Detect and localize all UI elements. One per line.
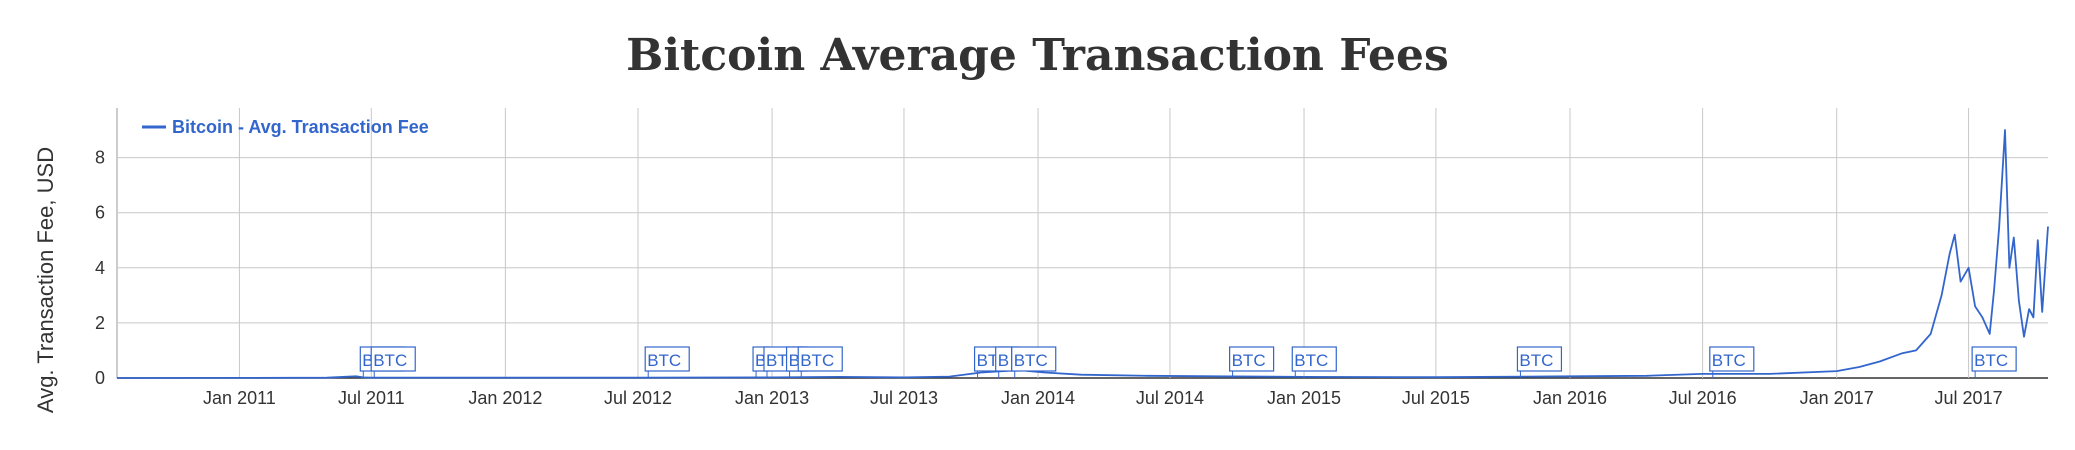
x-tick-label: Jul 2013 bbox=[870, 388, 938, 408]
x-tick-label: Jan 2012 bbox=[468, 388, 542, 408]
y-tick-label: 8 bbox=[95, 148, 105, 168]
series-line bbox=[116, 129, 2049, 379]
flag-label: BTC bbox=[1014, 351, 1048, 370]
flag-label: BTC bbox=[1974, 351, 2008, 370]
flag-box bbox=[1011, 346, 1057, 372]
annotation-flag[interactable]: BTC bbox=[1291, 346, 1337, 378]
annotation-flag[interactable]: BTC bbox=[1516, 346, 1563, 378]
flag-box bbox=[1709, 346, 1755, 372]
flag-box bbox=[1971, 346, 2017, 372]
x-tick-label: Jul 2011 bbox=[338, 388, 405, 408]
legend-label: Bitcoin - Avg. Transaction Fee bbox=[172, 117, 429, 137]
flag-label: BTC bbox=[1232, 351, 1266, 370]
annotation-flag[interactable]: BTC bbox=[370, 346, 416, 378]
flag-label: BTC bbox=[1519, 351, 1553, 370]
series bbox=[116, 129, 2049, 379]
flag-label: BTC bbox=[800, 351, 834, 370]
legend[interactable]: Bitcoin - Avg. Transaction Fee bbox=[142, 117, 429, 137]
y-tick-label: 4 bbox=[95, 258, 105, 278]
y-tick-label: 2 bbox=[95, 313, 105, 333]
y-axis-ticks: 0 2 4 6 8 bbox=[95, 148, 105, 388]
flag-label: B bbox=[755, 351, 766, 370]
annotation-flag[interactable]: BTC bbox=[1229, 346, 1275, 378]
flag-label: BTC bbox=[647, 351, 681, 370]
x-tick-label: Jul 2017 bbox=[1935, 388, 2003, 408]
annotation-flag[interactable]: BTC bbox=[1011, 346, 1057, 378]
flag-box bbox=[1516, 346, 1563, 372]
annotation-flag[interactable]: BTC bbox=[1709, 346, 1755, 378]
annotation-flag[interactable]: B bbox=[995, 346, 1013, 378]
x-axis-ticks: Jan 2011 Jul 2011 Jan 2012 Jul 2012 Jan 2013… bbox=[203, 388, 2003, 408]
annotation-flag[interactable]: BTC bbox=[797, 346, 843, 378]
annotation-flags: BTCBTCBTCBBTCBBTCBTCBBTCBTCBTCBTCBTCBTC bbox=[359, 346, 2017, 378]
flag-box bbox=[1291, 346, 1337, 372]
x-tick-label: Jan 2015 bbox=[1267, 388, 1341, 408]
x-tick-label: Jul 2014 bbox=[1136, 388, 1204, 408]
flag-box bbox=[1229, 346, 1275, 372]
x-tick-label: Jul 2015 bbox=[1402, 388, 1470, 408]
x-tick-label: Jan 2014 bbox=[1001, 388, 1075, 408]
x-tick-label: Jul 2016 bbox=[1669, 388, 1737, 408]
grid bbox=[116, 108, 2048, 379]
flag-box bbox=[797, 346, 843, 372]
flag-box bbox=[370, 346, 416, 372]
flag-box bbox=[644, 346, 690, 372]
x-tick-label: Jan 2013 bbox=[735, 388, 809, 408]
y-tick-label: 6 bbox=[95, 203, 105, 223]
x-tick-label: Jan 2011 bbox=[203, 388, 276, 408]
flag-label: B bbox=[789, 351, 800, 370]
flag-label: B bbox=[998, 351, 1009, 370]
y-axis-label: Avg. Transaction Fee, USD bbox=[33, 147, 58, 413]
x-tick-label: Jan 2017 bbox=[1800, 388, 1874, 408]
y-tick-label: 0 bbox=[95, 368, 105, 388]
flag-label: BTC bbox=[1294, 351, 1328, 370]
chart-title: Bitcoin Average Transaction Fees bbox=[626, 30, 1449, 81]
x-tick-label: Jan 2016 bbox=[1533, 388, 1607, 408]
annotation-flag[interactable]: BTC bbox=[644, 346, 690, 378]
flag-label: BTC bbox=[373, 351, 407, 370]
flag-label: BTC bbox=[1712, 351, 1746, 370]
annotation-flag[interactable]: BTC bbox=[1971, 346, 2017, 378]
x-tick-label: Jul 2012 bbox=[604, 388, 672, 408]
